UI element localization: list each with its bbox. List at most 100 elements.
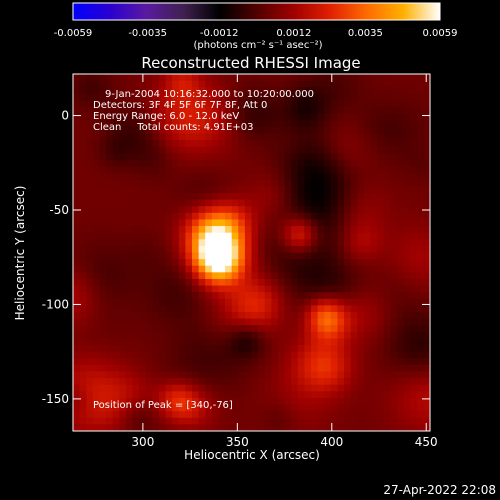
heatmap-cell (377, 159, 385, 168)
heatmap-cell (423, 417, 430, 425)
heatmap-cell (192, 325, 200, 333)
heatmap-cell (86, 100, 94, 108)
heatmap-cell (112, 107, 120, 115)
heatmap-cell (297, 133, 305, 141)
heatmap-cell (99, 232, 107, 240)
heatmap-cell (92, 358, 101, 366)
heatmap-cell (304, 364, 312, 373)
heatmap-cell (264, 93, 272, 102)
heatmap-cell (284, 252, 292, 260)
heatmap-cell (370, 278, 378, 287)
heatmap-cell (132, 325, 140, 333)
heatmap-cell (92, 107, 101, 115)
heatmap-cell (211, 411, 220, 419)
heatmap-cell (297, 193, 305, 201)
heatmap-cell (416, 298, 424, 306)
heatmap-cell (403, 226, 411, 234)
heatmap-cell (396, 186, 405, 194)
heatmap-cell (192, 252, 200, 260)
heatmap-cell (244, 239, 253, 247)
heatmap-cell (297, 212, 305, 221)
heatmap-cell (244, 272, 253, 280)
heatmap-cell (86, 318, 94, 326)
heatmap-cell (106, 312, 114, 320)
heatmap-cell (92, 391, 101, 399)
heatmap-cell (99, 378, 107, 386)
heatmap-cell (403, 93, 411, 102)
heatmap-cell (158, 364, 167, 373)
heatmap-cell (211, 113, 220, 121)
heatmap-cell (264, 397, 272, 406)
heatmap-cell (416, 159, 424, 168)
heatmap-cell (251, 424, 259, 431)
heatmap-cell (377, 87, 385, 95)
heatmap-cell (377, 417, 385, 425)
heatmap-cell (79, 146, 87, 154)
heatmap-cell (377, 272, 385, 280)
heatmap-cell (139, 193, 147, 201)
heatmap-cell (218, 74, 226, 82)
heatmap-cell (211, 378, 220, 386)
heatmap-cell (205, 179, 213, 187)
heatmap-cell (383, 193, 391, 201)
heatmap-cell (198, 140, 206, 148)
heatmap-cell (383, 74, 391, 82)
heatmap-cell (158, 74, 167, 82)
heatmap-cell (396, 173, 405, 181)
heatmap-cell (423, 212, 430, 221)
heatmap-cell (172, 285, 180, 293)
heatmap-cell (291, 424, 299, 431)
heatmap-cell (258, 226, 266, 234)
heatmap-cell (178, 312, 186, 320)
heatmap-cell (99, 265, 107, 273)
heatmap-cell (198, 212, 206, 221)
heatmap-cell (277, 186, 286, 194)
heatmap-cell (244, 113, 253, 121)
heatmap-cell (330, 146, 339, 154)
heatmap-cell (423, 193, 430, 201)
heatmap-cell (231, 186, 239, 194)
heatmap-cell (185, 325, 193, 333)
heatmap-cell (92, 384, 101, 392)
heatmap-cell (178, 120, 186, 128)
heatmap-cell (410, 212, 418, 221)
heatmap-cell (330, 404, 339, 412)
heatmap-cell (178, 193, 186, 201)
heatmap-cell (264, 411, 272, 419)
heatmap-cell (403, 259, 411, 267)
heatmap-cell (317, 318, 325, 326)
heatmap-cell (311, 219, 319, 227)
heatmap-cell (198, 226, 206, 234)
heatmap-cell (99, 325, 107, 333)
heatmap-cell (73, 391, 81, 399)
heatmap-cell (231, 245, 239, 254)
heatmap-cell (132, 186, 140, 194)
heatmap-cell (344, 378, 352, 386)
heatmap-cell (317, 345, 325, 353)
heatmap-cell (251, 126, 259, 135)
heatmap-cell (377, 312, 385, 320)
heatmap-cell (198, 378, 206, 386)
heatmap-cell (92, 292, 101, 300)
heatmap-cell (92, 100, 101, 108)
heatmap-cell (344, 140, 352, 148)
heatmap-cell (396, 232, 405, 240)
heatmap-cell (165, 298, 173, 306)
heatmap-cell (271, 272, 279, 280)
heatmap-cell (377, 232, 385, 240)
heatmap-cell (357, 397, 365, 406)
heatmap-cell (416, 404, 424, 412)
heatmap-cell (225, 272, 233, 280)
heatmap-cell (363, 133, 372, 141)
heatmap-cell (86, 120, 94, 128)
heatmap-cell (225, 364, 233, 373)
heatmap-cell (264, 378, 272, 386)
heatmap-cell (258, 193, 266, 201)
heatmap-cell (152, 285, 160, 293)
heatmap-cell (383, 325, 391, 333)
heatmap-cell (284, 338, 292, 346)
heatmap-cell (178, 146, 186, 154)
heatmap-cell (192, 265, 200, 273)
heatmap-cell (145, 384, 153, 392)
heatmap-cell (357, 199, 365, 207)
